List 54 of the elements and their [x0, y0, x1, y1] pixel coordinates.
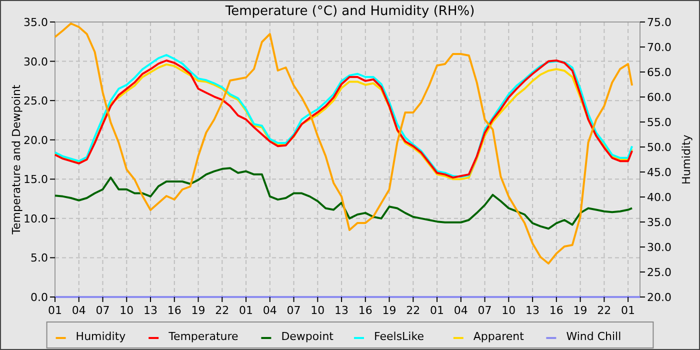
x-tick-label: 10 — [502, 304, 516, 317]
legend-label: Dewpoint — [281, 330, 334, 343]
x-tick-label: 01 — [239, 304, 254, 317]
legend-label: Apparent — [473, 330, 525, 343]
x-tick-label: 10 — [120, 304, 134, 317]
x-tick-label: 16 — [167, 304, 182, 317]
y2-tick-label: 60.0 — [647, 91, 672, 104]
y2-tick-label: 45.0 — [647, 166, 672, 179]
x-tick-label: 22 — [215, 304, 230, 317]
chart-title: Temperature (°C) and Humidity (RH%) — [224, 4, 475, 19]
x-tick-label: 04 — [72, 304, 86, 317]
y-tick-label: 25.0 — [24, 94, 48, 108]
x-tick-label: 01 — [48, 304, 62, 317]
y-tick-label: 5.0 — [30, 252, 48, 265]
y2-tick-label: 40.0 — [647, 191, 672, 204]
x-tick-label: 13 — [144, 304, 158, 317]
x-tick-label: 13 — [526, 304, 540, 317]
x-tick-label: 16 — [549, 304, 564, 317]
x-tick-label: 19 — [573, 304, 588, 317]
x-tick-label: 22 — [597, 304, 612, 317]
y2-tick-label: 20.0 — [647, 291, 672, 304]
x-tick-label: 19 — [382, 304, 396, 317]
x-tick-label: 01 — [621, 304, 636, 317]
legend-label: Humidity — [76, 330, 126, 343]
x-tick-label: 07 — [96, 304, 110, 317]
y2-tick-label: 30.0 — [647, 241, 672, 254]
y2-tick-label: 50.0 — [647, 141, 672, 154]
x-tick-label: 04 — [454, 304, 468, 317]
x-tick-label: 13 — [334, 304, 349, 317]
legend-label: Temperature — [168, 330, 239, 343]
y2-tick-label: 35.0 — [647, 216, 672, 229]
y-tick-label: 10.0 — [24, 212, 48, 226]
x-tick-label: 16 — [358, 304, 372, 317]
x-tick-label: 07 — [286, 304, 301, 317]
y-tick-label: 15.0 — [24, 173, 48, 186]
x-tick-label: 04 — [262, 304, 277, 317]
x-tick-label: 01 — [430, 304, 444, 317]
y2-tick-label: 55.0 — [647, 116, 672, 129]
legend-label: Wind Chill — [566, 330, 622, 343]
y2-tick-label: 65.0 — [647, 66, 672, 79]
legend-label: FeelsLike — [374, 330, 424, 343]
y2-tick-label: 70.0 — [647, 41, 672, 54]
y2-tick-label: 25.0 — [647, 266, 672, 279]
x-tick-label: 10 — [310, 304, 325, 317]
y2-axis-title: Humidity — [680, 134, 693, 184]
x-tick-label: 07 — [478, 304, 492, 317]
y2-tick-label: 75.0 — [647, 16, 672, 29]
x-tick-label: 19 — [191, 304, 206, 317]
y-axis-title: Temperature and Dewpoint — [10, 84, 23, 236]
x-tick-label: 22 — [406, 304, 420, 317]
y-tick-label: 30.0 — [24, 55, 48, 68]
y-tick-label: 0.0 — [30, 291, 48, 304]
y-tick-label: 35.0 — [24, 16, 48, 29]
y-tick-label: 20.0 — [24, 134, 48, 147]
